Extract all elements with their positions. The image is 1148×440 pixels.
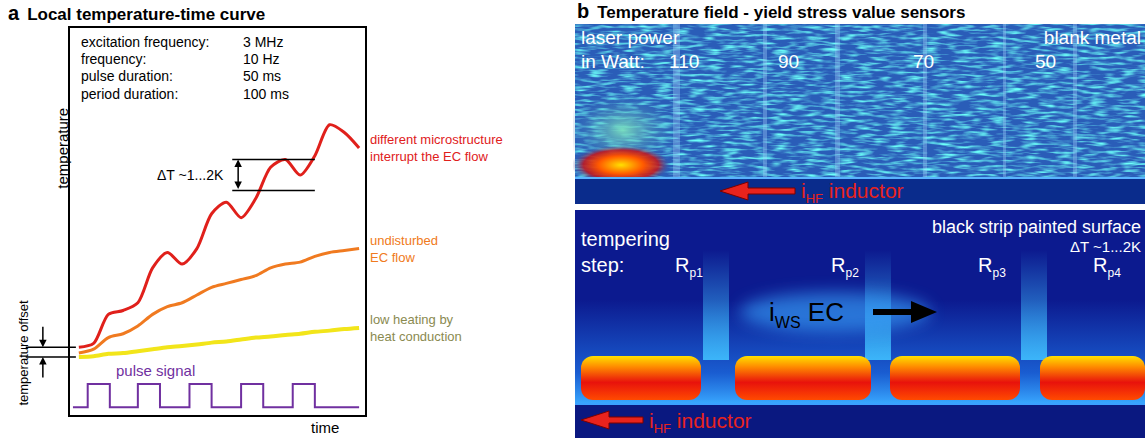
- svg-text:black strip painted surface: black strip painted surface: [932, 217, 1141, 237]
- svg-text:time: time: [311, 419, 339, 436]
- svg-text:3 MHz: 3 MHz: [243, 34, 283, 50]
- svg-text:pulse signal: pulse signal: [116, 362, 195, 379]
- svg-text:laser power: laser power: [581, 27, 680, 48]
- svg-text:pulse duration:: pulse duration:: [81, 68, 173, 84]
- svg-text:ΔT ~1...2K: ΔT ~1...2K: [157, 167, 224, 183]
- svg-text:blank metal: blank metal: [1044, 27, 1141, 48]
- svg-text:110: 110: [669, 51, 699, 72]
- svg-text:90: 90: [778, 51, 799, 72]
- svg-text:Rp4: Rp4: [1093, 254, 1121, 280]
- svg-text:frequency:: frequency:: [81, 51, 146, 67]
- svg-text:low heating byheat conduction: low heating byheat conduction: [370, 312, 462, 344]
- svg-text:50 ms: 50 ms: [243, 68, 281, 84]
- svg-text:iWS EC: iWS EC: [769, 297, 844, 331]
- svg-text:iHF inductor: iHF inductor: [801, 179, 904, 206]
- svg-text:undisturbedEC flow: undisturbedEC flow: [370, 233, 438, 265]
- svg-text:100 ms: 100 ms: [243, 86, 289, 102]
- svg-text:bTemperature field - yield str: bTemperature field - yield stress value …: [577, 0, 965, 22]
- svg-text:temperature offset: temperature offset: [16, 300, 31, 406]
- svg-text:step:: step:: [581, 254, 624, 276]
- svg-text:different microstructureinterr: different microstructureinterrupt the EC…: [370, 132, 503, 164]
- svg-text:70: 70: [913, 51, 934, 72]
- svg-text:50: 50: [1035, 51, 1056, 72]
- svg-text:10 Hz: 10 Hz: [243, 51, 280, 67]
- svg-text:temperature: temperature: [54, 108, 71, 189]
- svg-text:ΔT ~1...2K: ΔT ~1...2K: [1070, 238, 1141, 255]
- svg-text:tempering: tempering: [581, 228, 670, 250]
- svg-text:excitation frequency:: excitation frequency:: [81, 34, 209, 50]
- svg-text:Rp2: Rp2: [831, 254, 859, 280]
- svg-text:in Watt:: in Watt:: [581, 51, 645, 72]
- svg-text:Rp3: Rp3: [978, 254, 1006, 280]
- html-text:a Local temperature-time curve: a Local temperature-time curve: [8, 2, 266, 24]
- svg-text:period duration:: period duration:: [81, 86, 178, 102]
- svg-text:iHF inductor: iHF inductor: [649, 409, 752, 436]
- svg-text:Rp1: Rp1: [675, 254, 703, 280]
